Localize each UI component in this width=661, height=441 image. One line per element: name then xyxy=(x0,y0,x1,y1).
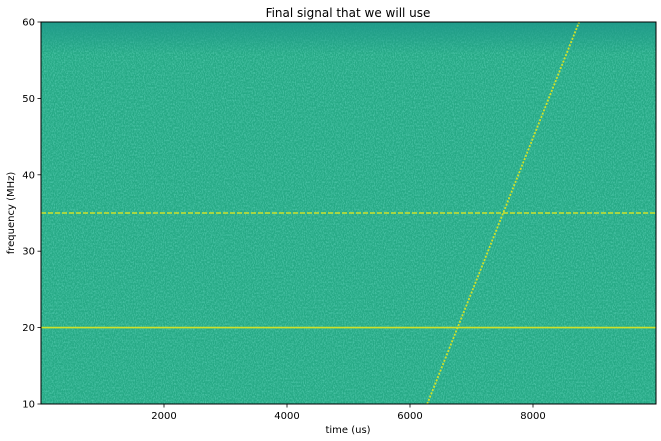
y-tick-label: 60 xyxy=(22,18,35,29)
y-tick-label: 10 xyxy=(22,400,35,411)
y-tick-label: 50 xyxy=(22,94,35,105)
x-tick-label: 2000 xyxy=(151,411,176,422)
x-axis-label: time (us) xyxy=(325,425,370,436)
x-axis-ticks: 2000 4000 6000 8000 xyxy=(151,404,546,422)
y-axis-ticks: 10 20 30 40 50 60 xyxy=(22,18,41,411)
chart-title: Final signal that we will use xyxy=(266,6,431,20)
y-axis-label: frequency (MHz) xyxy=(6,172,17,255)
top-band-fade xyxy=(41,22,656,54)
x-tick-label: 6000 xyxy=(397,411,422,422)
plot-frame xyxy=(40,21,657,405)
plot-area xyxy=(41,22,656,404)
x-tick-label: 8000 xyxy=(520,411,545,422)
x-tick-label: 4000 xyxy=(274,411,299,422)
y-tick-label: 30 xyxy=(22,247,35,258)
constant-tones xyxy=(41,212,656,329)
y-tick-label: 40 xyxy=(22,170,35,181)
y-tick-label: 20 xyxy=(22,323,35,334)
